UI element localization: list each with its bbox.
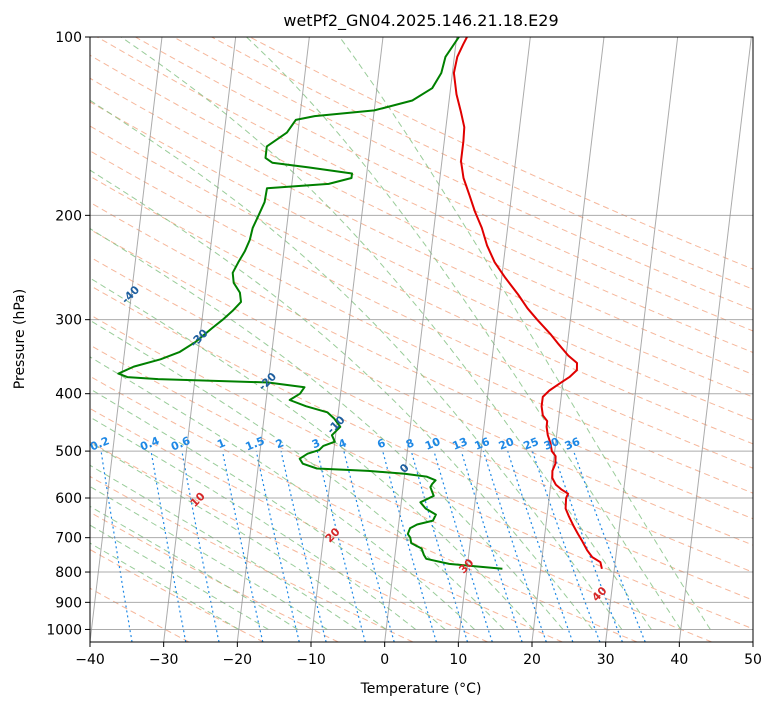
- isotherm-0: [385, 37, 457, 642]
- dry-adiabat--10: [0, 37, 338, 642]
- dry-adiabat-10: [0, 37, 488, 642]
- moist-adiabat--12: [0, 297, 298, 629]
- isotherm-label: -60: [0, 196, 5, 219]
- y-tick-label: 1000: [46, 622, 82, 638]
- mixing-ratio-line-13: [461, 451, 522, 642]
- dry-adiabat-200: [250, 37, 775, 642]
- x-tick-label: 50: [744, 652, 762, 668]
- x-axis-ticks: −40 −30 −20 −10 0 10 20 30 40 50: [75, 642, 762, 668]
- mixing-ratio-line-4: [344, 451, 394, 642]
- dry-adiabats: [0, 37, 775, 642]
- isotherm-label: -10: [324, 413, 347, 436]
- x-tick-label: −20: [223, 652, 253, 668]
- dry-adiabat--20: [0, 37, 264, 642]
- moist-adiabat--16: [0, 315, 268, 629]
- dry-adiabat-label: 20: [323, 525, 343, 545]
- isotherm-40: [679, 37, 751, 642]
- mixing-ratio-label: 10: [423, 435, 442, 453]
- isotherm-20: [532, 37, 604, 642]
- mixing-ratio-label: 1: [215, 436, 227, 451]
- isotherm-30: [606, 37, 678, 642]
- y-tick-label: 100: [55, 30, 82, 46]
- y-tick-label: 600: [55, 491, 82, 507]
- mixing-ratio-label: 3: [310, 436, 322, 451]
- mixing-ratio-label: 2: [274, 436, 286, 451]
- mixing-ratio-line-2: [281, 451, 326, 642]
- dry-adiabat-20: [0, 37, 562, 642]
- mixing-ratio-label: 4: [337, 436, 349, 451]
- mixing-ratio-label: 8: [404, 436, 416, 451]
- mixing-ratio-label: 6: [375, 436, 387, 451]
- y-tick-label: 700: [55, 531, 82, 547]
- isotherm-label: -50: [50, 240, 73, 263]
- moist-adiabat-44: [340, 37, 711, 629]
- dry-adiabat-label: 10: [188, 490, 208, 510]
- y-axis-label: Pressure (hPa): [12, 289, 28, 389]
- y-tick-label: 500: [55, 444, 82, 460]
- x-tick-label: 20: [523, 652, 541, 668]
- dry-adiabat-label: 30: [456, 556, 476, 576]
- x-tick-label: 0: [380, 652, 389, 668]
- dry-adiabat-label: 40: [589, 584, 609, 604]
- isotherm-label: -30: [187, 326, 210, 349]
- mixing-ratio-line-16: [483, 451, 546, 642]
- x-tick-label: −10: [296, 652, 326, 668]
- x-tick-label: −30: [149, 652, 179, 668]
- moist-adiabat-28: [0, 37, 592, 629]
- mixing-ratio-line-1.5: [256, 451, 299, 642]
- dry-adiabat--30: [0, 37, 189, 642]
- moist-adiabat-20: [0, 84, 533, 630]
- mixing-ratio-label: 25: [522, 435, 541, 453]
- x-tick-label: 40: [670, 652, 688, 668]
- y-tick-label: 300: [55, 313, 82, 329]
- y-tick-label: 400: [55, 387, 82, 403]
- chart-title: wetPf2_GN04.2025.146.21.18.E29: [283, 11, 558, 31]
- x-tick-label: −40: [75, 652, 105, 668]
- mixing-ratio-lines: [54, 451, 645, 642]
- isotherm-50: [753, 37, 775, 642]
- x-axis-label: Temperature (°C): [360, 681, 482, 697]
- mixing-ratio-label: 13: [450, 435, 469, 453]
- mixing-ratio-label: 36: [563, 435, 582, 453]
- y-tick-label: 800: [55, 565, 82, 581]
- moist-adiabats: [0, 37, 710, 629]
- y-tick-label: 900: [55, 595, 82, 611]
- moist-adiabat-32: [0, 37, 622, 629]
- moist-adiabat--8: [0, 278, 327, 630]
- mixing-ratio-line-0.4: [151, 451, 186, 642]
- isotherm--20: [237, 37, 309, 642]
- mixing-ratio-line-0.6: [182, 451, 219, 642]
- moist-adiabat-16: [0, 124, 504, 630]
- mixing-ratio-line-25: [532, 451, 600, 642]
- dry-adiabat-170: [135, 37, 775, 642]
- mixing-ratio-line-10: [434, 451, 492, 642]
- dry-adiabat-180: [174, 37, 775, 642]
- mixing-ratio-line-6: [383, 451, 437, 642]
- x-tick-label: 30: [597, 652, 615, 668]
- line-labels: 0.10.20.40.611.52346810131620253036-100-…: [0, 20, 610, 604]
- mixing-ratio-line-20: [508, 451, 573, 642]
- sounding-profiles: [118, 37, 602, 569]
- isotherm--40: [90, 37, 162, 642]
- y-axis-ticks: 100 200 300 400 500 600 700 800 900 1000: [46, 30, 90, 638]
- isotherm-label: -40: [119, 283, 142, 306]
- mixing-ratio-line-30: [553, 451, 623, 642]
- y-tick-label: 200: [55, 208, 82, 224]
- x-tick-label: 10: [449, 652, 467, 668]
- isotherm-label: -20: [256, 370, 279, 393]
- mixing-ratio-line-3: [317, 451, 365, 642]
- dry-adiabat-40: [0, 37, 712, 642]
